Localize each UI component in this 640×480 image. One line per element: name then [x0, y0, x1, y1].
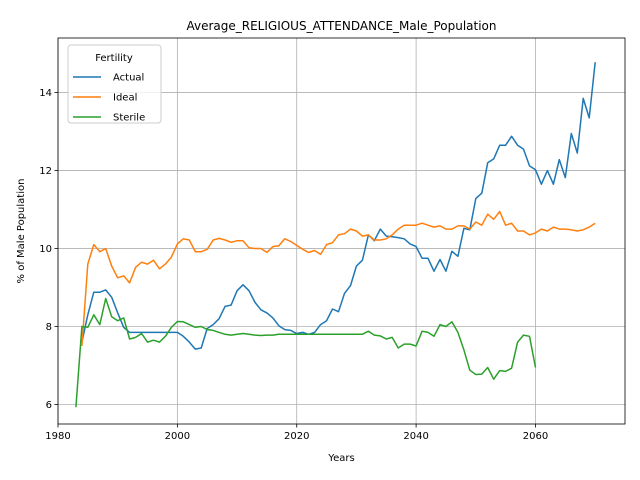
- x-tick-label: 2040: [403, 431, 428, 442]
- x-tick-label: 2020: [284, 431, 309, 442]
- legend-label-ideal: Ideal: [113, 93, 137, 104]
- y-tick-label: 6: [46, 400, 52, 411]
- grid: [57, 38, 625, 424]
- legend-label-actual: Actual: [113, 73, 144, 84]
- y-tick-label: 14: [39, 88, 52, 99]
- legend: Fertility Actual Ideal Sterile: [67, 44, 162, 124]
- x-tick-label: 1980: [45, 431, 70, 442]
- x-tick-label: 2060: [523, 431, 548, 442]
- legend-box: [67, 44, 162, 124]
- x-tick-label: 2000: [165, 431, 190, 442]
- legend-title: Fertility: [95, 53, 133, 64]
- y-axis-label: % of Male Population: [16, 179, 27, 284]
- legend-label-sterile: Sterile: [113, 113, 145, 124]
- y-axis-ticks: 6 8 10 12 14: [39, 88, 58, 411]
- x-axis-label: Years: [327, 453, 354, 464]
- plot-frame: [57, 37, 626, 425]
- x-axis-ticks: 1980 2000 2020 2040 2060: [45, 424, 548, 442]
- y-tick-label: 8: [46, 322, 52, 333]
- legend-entries: Actual Ideal Sterile: [73, 73, 145, 124]
- series-line-ideal: [81, 210, 596, 347]
- y-tick-label: 10: [39, 244, 52, 255]
- series-line-sterile: [75, 297, 537, 408]
- series-lines: [75, 62, 596, 408]
- y-tick-label: 12: [39, 166, 52, 177]
- chart-title: Average_RELIGIOUS_ATTENDANCE_Male_Popula…: [186, 19, 496, 33]
